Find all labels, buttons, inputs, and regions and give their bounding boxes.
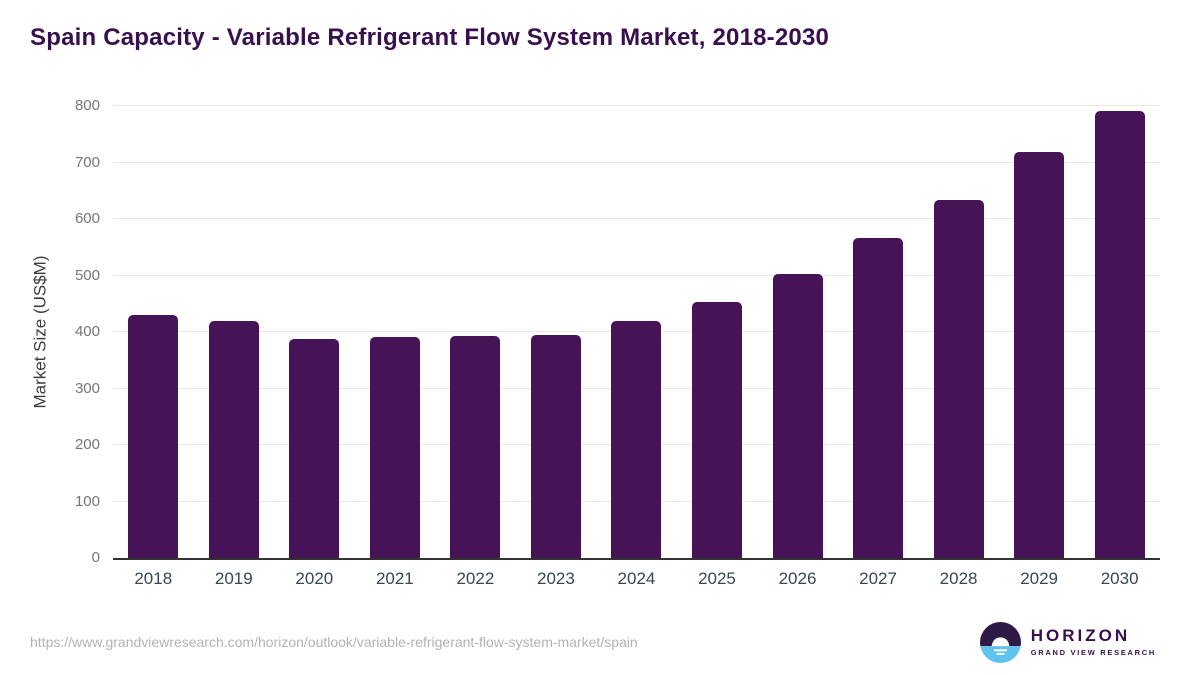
bar-2022 [450,335,501,558]
x-tick-label-2024: 2024 [617,569,656,588]
gridline-600 [113,218,1160,219]
bar-slot-2028 [918,106,999,558]
bar-2023 [530,334,581,558]
x-tick-label-2026: 2026 [778,569,817,588]
x-tick-label-2029: 2029 [1020,569,1059,588]
source-url: https://www.grandviewresearch.com/horizo… [30,634,638,650]
y-axis-ticks: 0 100 200 300 400 500 600 700 800 [0,97,100,566]
y-tick-label-0: 0 [91,549,100,566]
x-tick-label-2027: 2027 [859,569,897,588]
bar-slot-2029 [999,106,1080,558]
plot-area [113,105,1160,560]
bar-2021 [369,337,420,558]
logo-title: HORIZON [1030,626,1131,646]
y-tick-label-500: 500 [74,266,100,284]
bar-2029 [1014,151,1065,558]
gridline-800 [113,105,1160,106]
chart-title: Spain Capacity - Variable Refrigerant Fl… [30,24,830,51]
y-tick-label-800: 800 [74,97,100,114]
bar-slot-2025 [677,106,758,558]
bar-2024 [611,321,662,558]
footer: https://www.grandviewresearch.com/horizo… [30,618,1156,666]
x-tick-label-2023: 2023 [537,569,575,588]
x-tick-label-2025: 2025 [698,569,736,588]
bar-slot-2023 [516,106,597,558]
bar-2020 [289,339,340,558]
y-tick-label-300: 300 [74,379,100,397]
x-tick-label-2019: 2019 [214,569,253,588]
bar-slot-2030 [1079,106,1160,558]
horizon-logo: HORIZON GRAND VIEW RESEARCH [979,621,1156,663]
bar-series [113,106,1160,558]
bar-2025 [691,302,742,558]
bar-slot-2026 [757,106,838,558]
bar-2030 [1094,110,1145,558]
x-tick-label-2018: 2018 [134,569,173,588]
bar-slot-2018 [113,106,194,558]
logo-wordmark: HORIZON GRAND VIEW RESEARCH [1031,627,1156,657]
gridline-500 [113,274,1160,276]
bar-2028 [933,199,984,558]
x-tick-label-2022: 2022 [456,569,495,588]
x-axis-labels: 2018 2019 2020 2021 2022 2023 2024 2025 2026 2027… [113,569,1160,589]
y-tick-label-100: 100 [74,492,100,510]
bar-2026 [772,273,823,558]
bar-2018 [128,315,179,558]
y-tick-label-400: 400 [74,323,100,340]
x-tick-label-2020: 2020 [295,569,334,588]
y-tick-label-700: 700 [74,153,100,171]
bar-2027 [853,238,904,558]
x-tick-label-2028: 2028 [939,569,978,588]
gridline-700 [113,161,1160,163]
bar-slot-2019 [194,106,275,558]
bar-slot-2024 [596,106,677,558]
bar-slot-2027 [838,106,919,558]
bar-slot-2022 [435,106,516,558]
y-tick-label-200: 200 [74,436,100,453]
bar-slot-2020 [274,106,355,558]
x-tick-label-2021: 2021 [375,569,414,588]
bar-slot-2021 [355,106,436,558]
x-tick-label-2030: 2030 [1100,569,1139,588]
y-tick-label-600: 600 [74,210,100,227]
bar-2019 [208,320,259,558]
horizon-sun-icon [979,621,1021,663]
logo-subtitle: GRAND VIEW RESEARCH [1030,647,1156,657]
